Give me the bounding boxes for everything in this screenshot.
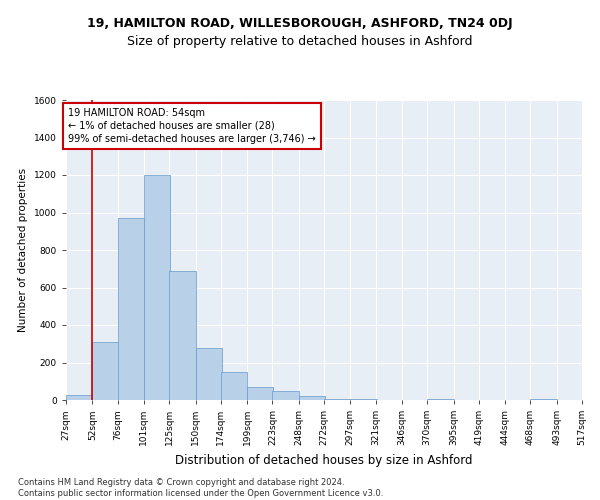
Bar: [272, 390, 299, 400]
Bar: [427, 399, 454, 400]
Bar: [324, 399, 350, 400]
Bar: [350, 399, 377, 400]
Bar: [144, 175, 170, 400]
Bar: [66, 395, 92, 400]
Text: 19, HAMILTON ROAD, WILLESBOROUGH, ASHFORD, TN24 0DJ: 19, HAMILTON ROAD, WILLESBOROUGH, ASHFOR…: [87, 18, 513, 30]
Text: 19 HAMILTON ROAD: 54sqm
← 1% of detached houses are smaller (28)
99% of semi-det: 19 HAMILTON ROAD: 54sqm ← 1% of detached…: [68, 108, 316, 144]
Bar: [118, 218, 144, 400]
Text: Contains HM Land Registry data © Crown copyright and database right 2024.
Contai: Contains HM Land Registry data © Crown c…: [18, 478, 383, 498]
Bar: [221, 372, 247, 400]
Bar: [169, 270, 196, 400]
Text: Size of property relative to detached houses in Ashford: Size of property relative to detached ho…: [127, 35, 473, 48]
Bar: [92, 342, 119, 400]
Bar: [299, 396, 325, 400]
Bar: [247, 387, 274, 400]
Bar: [196, 348, 222, 400]
X-axis label: Distribution of detached houses by size in Ashford: Distribution of detached houses by size …: [175, 454, 473, 466]
Y-axis label: Number of detached properties: Number of detached properties: [19, 168, 28, 332]
Bar: [530, 399, 557, 400]
